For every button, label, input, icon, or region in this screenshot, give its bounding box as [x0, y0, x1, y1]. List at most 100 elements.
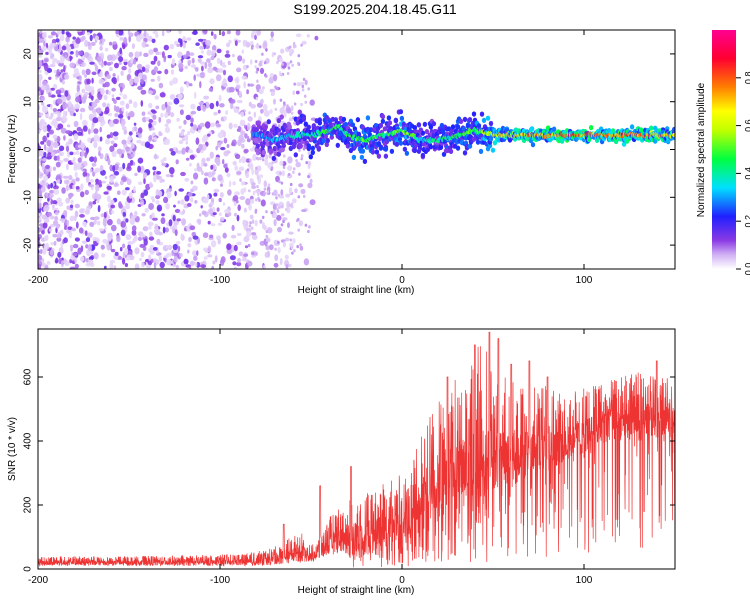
noise-speck [118, 61, 122, 65]
noise-speck [192, 235, 199, 240]
noise-speck [207, 62, 213, 68]
noise-speck [210, 122, 216, 128]
noise-speck [57, 232, 61, 239]
noise-speck [248, 117, 252, 121]
noise-speck [250, 226, 254, 230]
noise-speck [158, 190, 163, 197]
noise-speck [90, 88, 95, 96]
noise-speck [273, 98, 276, 105]
noise-speck [50, 31, 57, 36]
colorbar-tick-label: 0.2 [743, 215, 750, 228]
noise-speck [38, 45, 42, 49]
noise-speck [306, 34, 310, 38]
noise-speck [258, 104, 261, 108]
noise-speck [55, 89, 62, 95]
noise-speck [134, 210, 138, 217]
noise-speck [196, 218, 202, 224]
noise-speck [104, 47, 109, 52]
noise-speck [270, 211, 274, 215]
noise-speck [188, 191, 193, 197]
ridge-halo [428, 144, 434, 150]
noise-speck [161, 30, 165, 37]
ridge-halo [298, 143, 303, 149]
noise-speck [201, 170, 204, 176]
noise-speck [201, 210, 207, 216]
noise-speck [297, 217, 300, 222]
noise-speck [243, 253, 249, 257]
noise-speck [149, 183, 154, 188]
noise-speck [143, 178, 146, 185]
noise-speck [170, 174, 174, 178]
noise-speck [106, 185, 112, 190]
noise-speck [245, 41, 251, 48]
noise-speck [198, 38, 204, 42]
noise-speck [98, 78, 105, 85]
noise-speck [158, 116, 162, 123]
noise-speck [81, 69, 86, 76]
noise-speck [209, 78, 215, 85]
noise-speck [188, 83, 193, 87]
noise-speck [83, 51, 90, 58]
snr-x-tick-label: -200 [28, 575, 48, 586]
noise-speck [234, 191, 240, 196]
noise-speck [113, 171, 120, 176]
noise-speck [64, 218, 68, 226]
noise-speck [203, 95, 210, 100]
noise-speck [265, 74, 268, 78]
noise-speck [101, 38, 106, 43]
noise-speck [221, 30, 226, 37]
noise-speck [54, 258, 59, 264]
noise-speck [246, 135, 250, 139]
ridge-halo [356, 131, 362, 137]
noise-speck [190, 103, 196, 110]
noise-speck [151, 127, 155, 131]
noise-speck [283, 110, 287, 118]
noise-speck [203, 177, 209, 185]
noise-speck [160, 112, 164, 118]
noise-speck [75, 186, 80, 190]
noise-speck [101, 180, 107, 184]
noise-speck [234, 212, 237, 217]
noise-speck [301, 88, 305, 92]
spectrogram-y-tick-label: 20 [23, 48, 34, 60]
noise-speck [153, 47, 159, 53]
noise-speck [73, 156, 76, 163]
noise-speck [171, 58, 176, 65]
noise-speck [296, 245, 300, 249]
noise-speck [303, 258, 310, 266]
noise-speck [166, 191, 172, 199]
noise-speck [141, 66, 146, 72]
noise-speck [110, 204, 116, 209]
noise-speck [190, 110, 197, 115]
noise-speck [56, 237, 62, 242]
noise-speck [114, 62, 119, 69]
noise-speck [63, 210, 68, 217]
noise-speck [176, 241, 181, 244]
ridge-halo [462, 150, 468, 156]
noise-speck [269, 109, 273, 114]
noise-speck [113, 265, 117, 269]
noise-speck [85, 258, 89, 263]
noise-speck [208, 208, 213, 215]
noise-speck [92, 108, 97, 114]
noise-speck [178, 140, 184, 145]
noise-speck [210, 56, 215, 61]
noise-speck [80, 151, 86, 157]
noise-speck [50, 182, 54, 189]
noise-speck [288, 45, 292, 49]
noise-speck [61, 260, 64, 268]
noise-speck [39, 173, 44, 177]
noise-speck [238, 158, 242, 164]
noise-speck [298, 148, 301, 152]
noise-speck [248, 203, 253, 211]
noise-speck [185, 157, 190, 161]
noise-speck [270, 31, 274, 38]
noise-speck [287, 165, 293, 172]
noise-speck [61, 45, 67, 51]
noise-speck [305, 161, 309, 165]
noise-speck [249, 83, 255, 87]
noise-speck [80, 166, 84, 170]
noise-speck [300, 43, 303, 47]
noise-speck [139, 243, 146, 248]
noise-speck [262, 222, 265, 230]
